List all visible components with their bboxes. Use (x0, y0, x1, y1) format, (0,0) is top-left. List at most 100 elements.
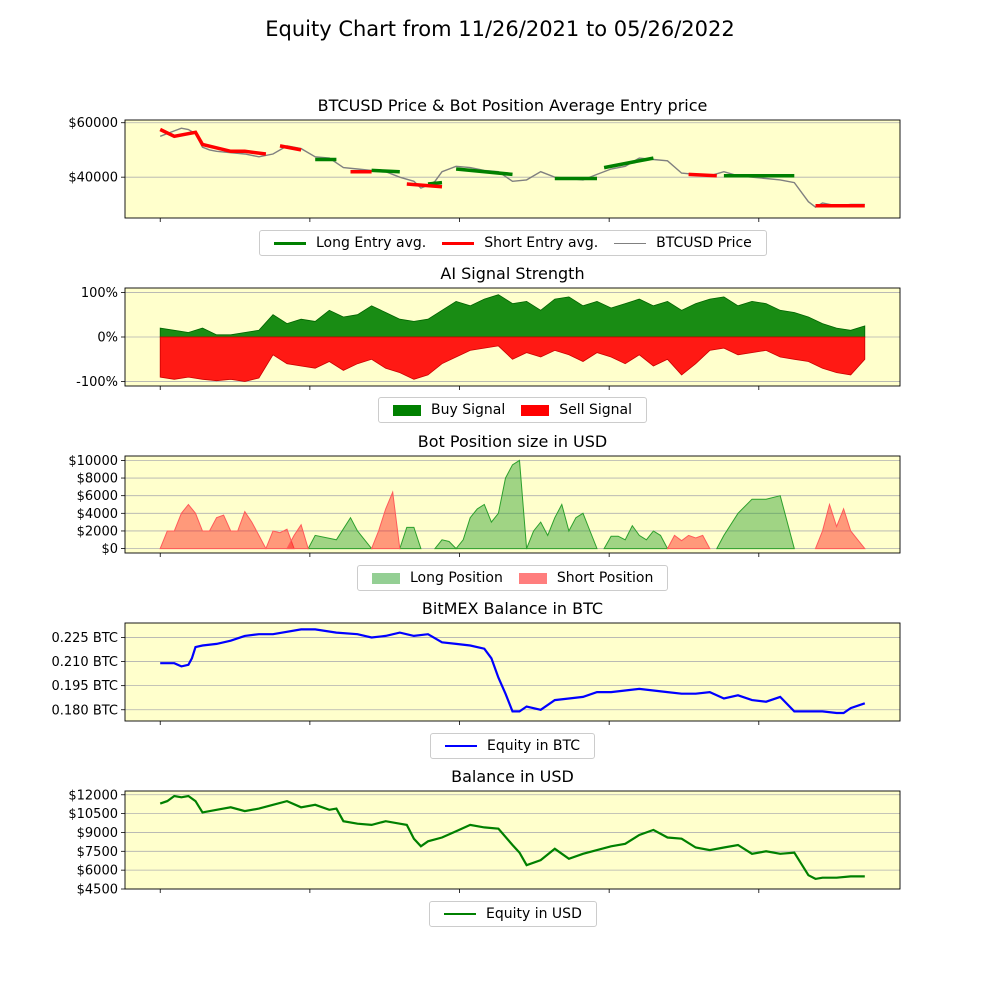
panel-title: Balance in USD (451, 767, 574, 786)
legend-label: BTCUSD Price (656, 235, 752, 251)
legend-swatch (372, 572, 400, 584)
short-position-area (286, 523, 309, 550)
plot-marks (160, 628, 866, 715)
panel-1: $60000 $40000 BTCUSD Price & Bot Position … (68, 96, 901, 222)
long-entry-segment (603, 156, 654, 170)
plot-area (125, 791, 900, 889)
figure-title: Equity Chart from 11/26/2021 to 05/26/20… (265, 17, 735, 41)
panel-title: BTCUSD Price & Bot Position Average Entr… (318, 96, 708, 115)
legend-label: Long Position (410, 570, 503, 586)
plot-area (125, 120, 900, 218)
panel-5: $12000 $10500 $9000 $7500 $6000 $4500 Balance … (68, 767, 901, 898)
long-entry-segment (371, 168, 400, 174)
legend-label: Short Position (556, 570, 654, 586)
legend-swatch (521, 404, 550, 416)
y-tick-label: 0.210 BTC (51, 655, 118, 670)
legend-swatch (274, 241, 306, 245)
legend: Long Position Short Position (357, 565, 669, 591)
y-tick-label: $12000 (68, 788, 118, 803)
y-tick-label: 0.225 BTC (51, 631, 118, 646)
plot-marks (159, 459, 866, 550)
legend-item: BTCUSD Price (614, 235, 752, 251)
short-position-area (159, 503, 267, 550)
axes-frame (124, 119, 901, 219)
y-tick-label: $9000 (77, 826, 118, 841)
panel-title: AI Signal Strength (440, 264, 584, 283)
legend-item: Long Entry avg. (274, 235, 426, 251)
panel-3: $10000 $8000 $6000 $4000 $2000 $0 Bot Position… (68, 432, 901, 557)
axes-frame (124, 790, 901, 890)
long-position-area (603, 524, 669, 550)
axes-frame (124, 622, 901, 722)
legend-item: Short Position (518, 570, 654, 586)
y-tick-label: $40000 (68, 171, 118, 186)
legend-swatch (445, 745, 477, 747)
panel-title: Bot Position size in USD (418, 432, 607, 451)
legend-item: Long Position (372, 570, 503, 586)
legend: Buy Signal Sell Signal (378, 397, 647, 423)
plot-marks (159, 294, 866, 382)
y-tick-label: -100% (76, 375, 118, 390)
long-position-area (715, 495, 795, 550)
legend-item: Equity in USD (444, 906, 582, 922)
y-tick-label: 0% (97, 331, 118, 346)
panel-title: BitMEX Balance in BTC (422, 599, 603, 618)
y-tick-label: $10000 (68, 454, 118, 469)
long-position-area (525, 503, 598, 550)
y-tick-label: $0 (101, 542, 118, 557)
y-tick-label: 0.180 BTC (51, 703, 118, 718)
plot-marks (159, 794, 865, 881)
legend-item: Equity in BTC (445, 738, 580, 754)
short-position-area (370, 490, 401, 550)
y-tick-label: $7500 (77, 845, 118, 860)
legend-label: Sell Signal (559, 402, 632, 418)
legend-label: Long Entry avg. (316, 235, 427, 251)
short-position-area (814, 502, 866, 550)
legend-item: Buy Signal (393, 402, 505, 418)
legend-item: Sell Signal (521, 402, 632, 418)
plot-area (125, 623, 900, 721)
legend-label: Equity in USD (486, 906, 582, 922)
plot-marks (159, 127, 865, 208)
y-tick-label: 0.195 BTC (51, 679, 118, 694)
long-position-area (399, 526, 422, 550)
y-tick-label: 100% (81, 286, 118, 301)
y-tick-label: $8000 (77, 472, 118, 487)
legend-swatch (444, 913, 476, 915)
y-tick-label: $6000 (77, 489, 118, 504)
legend: Equity in USD (429, 901, 597, 927)
panel-2: 100% 0% -100% AI Signal Strength (76, 264, 901, 390)
legend: Equity in BTC (430, 733, 596, 759)
legend-item: Short Entry avg. (442, 235, 598, 251)
y-tick-label: $60000 (68, 116, 118, 131)
legend-label: Equity in BTC (487, 738, 581, 754)
short-entry-segment (688, 172, 717, 178)
panel-4: 0.225 BTC 0.210 BTC 0.195 BTC 0.180 BTC BitM… (51, 599, 901, 725)
sell-signal-area (159, 336, 866, 382)
y-tick-label: $10500 (68, 807, 118, 822)
long-entry-segment (427, 180, 443, 186)
series-line (159, 794, 865, 881)
axes-frame (124, 287, 901, 387)
legend: Long Entry avg. Short Entry avg. BTCUSD Pr… (259, 230, 767, 256)
legend-label: Buy Signal (431, 402, 506, 418)
long-position-area (455, 459, 528, 550)
y-tick-label: $2000 (77, 524, 118, 539)
short-entry-segment (159, 127, 267, 156)
long-entry-segment (455, 167, 513, 177)
legend-label: Short Entry avg. (484, 235, 599, 251)
long-position-area (433, 539, 458, 550)
short-position-area (666, 534, 711, 550)
legend-swatch (614, 242, 647, 244)
short-entry-segment (406, 182, 443, 189)
series-line (160, 628, 866, 715)
y-tick-label: $6000 (77, 864, 118, 879)
y-tick-label: $4500 (77, 883, 118, 898)
axes-frame (124, 455, 901, 554)
legend-swatch (518, 572, 547, 584)
legend-swatch (442, 241, 475, 245)
plot-area (125, 456, 900, 553)
short-entry-segment (279, 144, 302, 152)
legend-swatch (393, 404, 421, 416)
